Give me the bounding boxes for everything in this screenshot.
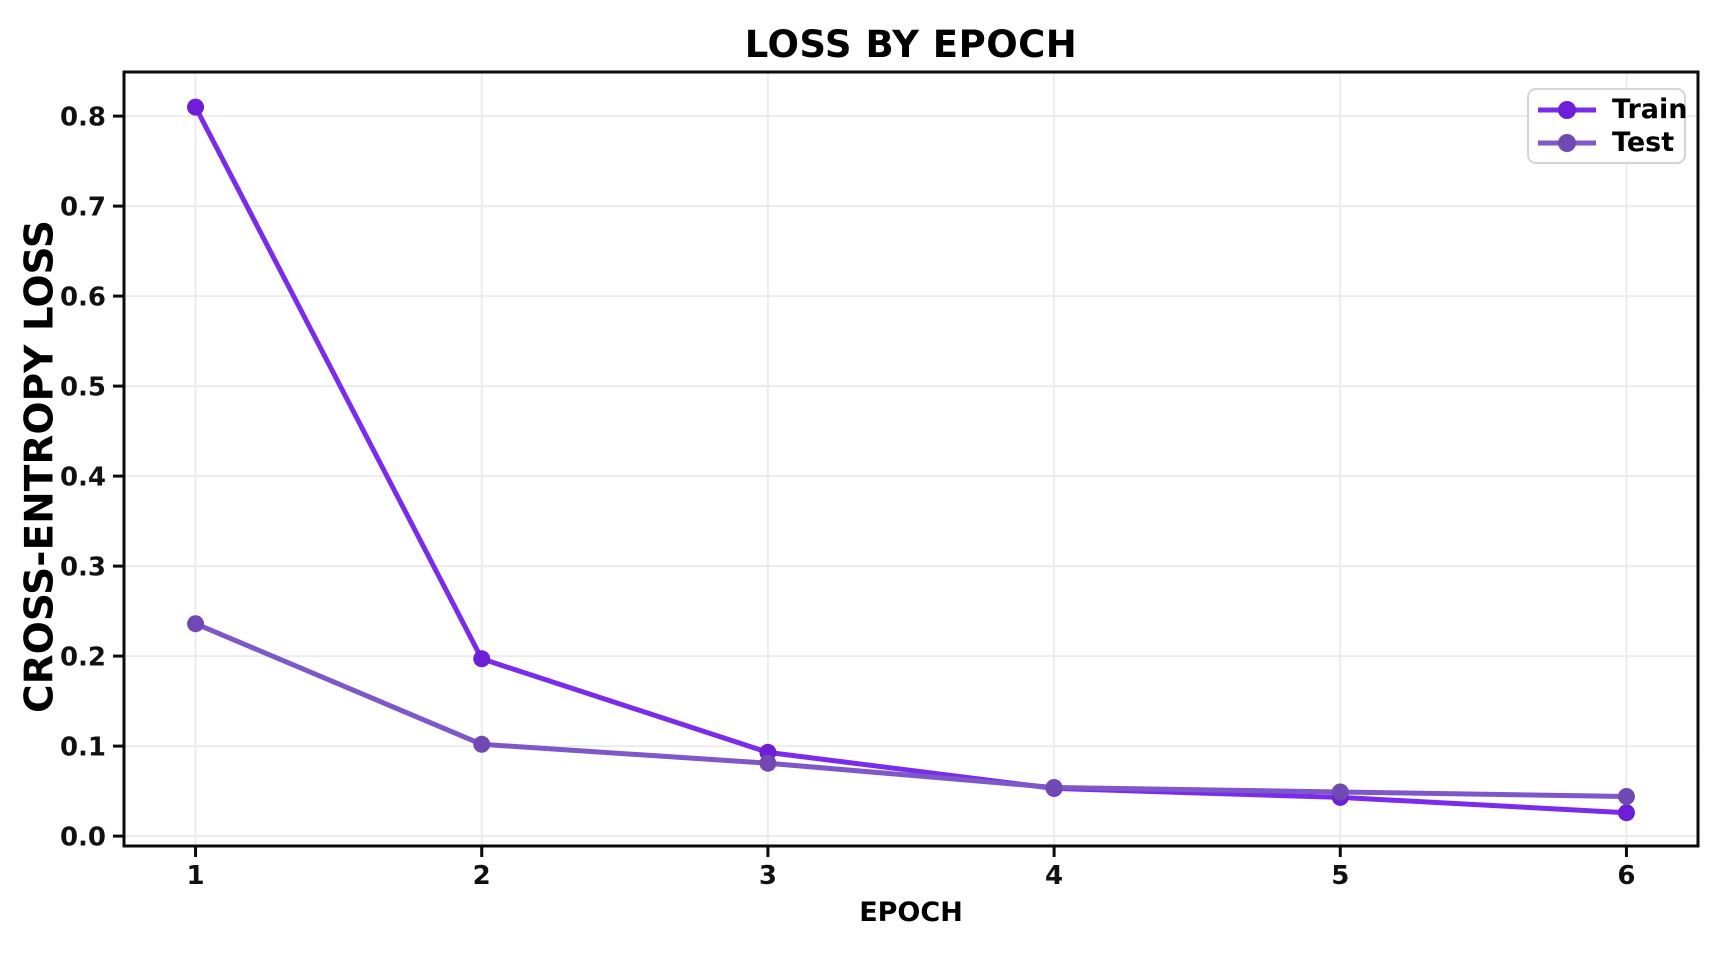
data-point-test-epoch-4 bbox=[1045, 779, 1063, 796]
data-point-test-epoch-1 bbox=[187, 615, 205, 633]
chart-title: LOSS BY EPOCH bbox=[744, 23, 1078, 66]
y-tick-label-0.3: 0.3 bbox=[60, 553, 106, 583]
data-point-train-epoch-6 bbox=[1617, 804, 1635, 822]
series-line-train bbox=[193, 104, 1629, 816]
legend-item-train: Train bbox=[1529, 94, 1688, 125]
y-axis-label: CROSS-ENTROPY LOSS bbox=[17, 220, 63, 713]
legend: Train Test bbox=[1527, 88, 1688, 164]
y-tick-label-0.0: 0.0 bbox=[60, 823, 106, 853]
x-tick-label-2: 2 bbox=[473, 861, 491, 891]
legend-item-test: Test bbox=[1529, 129, 1684, 156]
data-point-test-epoch-5 bbox=[1331, 783, 1349, 801]
y-tick-label-0.1: 0.1 bbox=[60, 733, 106, 763]
legend-label-test: Test bbox=[1612, 127, 1675, 158]
y-tick-label-0.4: 0.4 bbox=[60, 463, 106, 493]
data-point-train-epoch-2 bbox=[473, 650, 491, 668]
y-tick-label-0.6: 0.6 bbox=[60, 283, 106, 313]
x-tick-label-3: 3 bbox=[759, 861, 777, 891]
train-line-marker-icon bbox=[1538, 100, 1596, 119]
legend-label-train: Train bbox=[1612, 94, 1688, 125]
y-tick-label-0.2: 0.2 bbox=[60, 643, 106, 673]
data-point-test-epoch-6 bbox=[1617, 788, 1635, 805]
data-point-train-epoch-1 bbox=[187, 98, 205, 116]
x-tick-label-5: 5 bbox=[1331, 861, 1349, 891]
series-line-test bbox=[193, 621, 1629, 799]
x-tick-label-4: 4 bbox=[1045, 861, 1063, 891]
x-tick-label-1: 1 bbox=[186, 861, 204, 891]
data-point-test-epoch-2 bbox=[473, 735, 491, 753]
y-tick-label-0.8: 0.8 bbox=[60, 103, 106, 133]
x-axis-label: EPOCH bbox=[859, 897, 963, 928]
test-line-marker-icon bbox=[1538, 133, 1596, 152]
plot-border bbox=[122, 70, 1700, 848]
y-tick-label-0.5: 0.5 bbox=[60, 373, 106, 403]
x-tick-label-6: 6 bbox=[1617, 861, 1635, 891]
data-point-test-epoch-3 bbox=[759, 754, 777, 772]
y-tick-label-0.7: 0.7 bbox=[60, 193, 106, 223]
